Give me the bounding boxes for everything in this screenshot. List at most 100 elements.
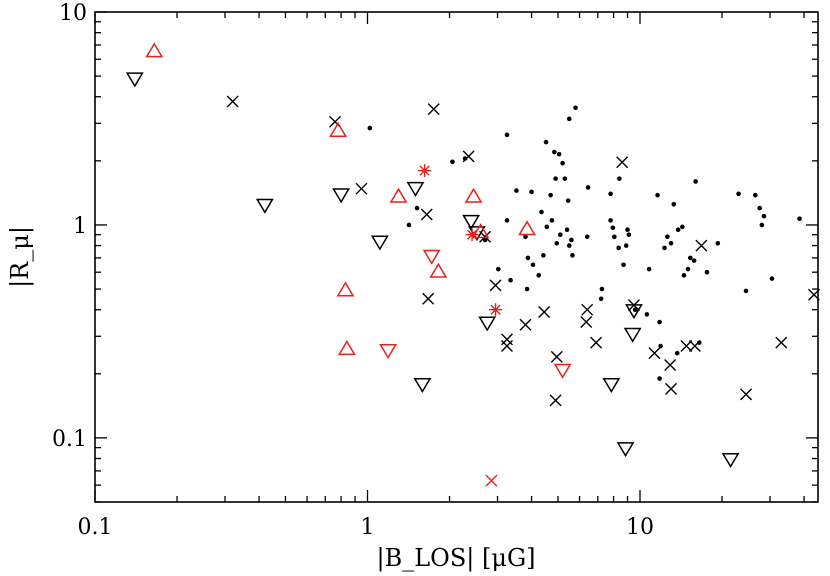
data-point-x [648, 347, 661, 360]
y-tick-label: 1 [73, 214, 87, 239]
data-point-dot [668, 241, 674, 246]
data-point-dot [759, 222, 765, 228]
data-point-dot [680, 224, 685, 230]
data-point-dot [626, 232, 632, 237]
data-point-x [422, 292, 435, 305]
data-point-asterisk [418, 164, 432, 178]
data-point-triangle-up [518, 220, 536, 236]
data-point-x [616, 156, 629, 169]
data-point-dot [585, 185, 591, 190]
data-point-dot [691, 258, 697, 263]
data-point-x [665, 382, 678, 395]
data-point-triangle-up [145, 42, 164, 58]
data-point-dot [523, 234, 528, 240]
data-point-dot [564, 227, 570, 232]
data-point-triangle-down [553, 363, 572, 379]
data-point-dot [693, 179, 698, 184]
plot-frame [94, 11, 819, 503]
data-point-dot [621, 262, 626, 268]
data-point-triangle-up [429, 262, 448, 278]
data-point-dot [543, 139, 549, 145]
data-point-triangle-up [389, 187, 408, 203]
data-point-x [581, 303, 594, 316]
data-point-x [226, 95, 239, 108]
data-point-x [500, 340, 513, 353]
data-point-dot [646, 266, 652, 272]
data-point-dot [681, 273, 687, 278]
data-point-x [519, 318, 532, 331]
axis-ticks [94, 11, 818, 503]
data-point-dot [539, 209, 544, 215]
data-point-x [550, 350, 563, 363]
data-point-dot [553, 176, 558, 181]
data-point-dot [685, 266, 691, 272]
data-point-dot [525, 255, 531, 261]
data-point-dot [566, 243, 572, 248]
data-point-triangle-down [413, 377, 432, 394]
data-point-triangle-up [329, 121, 348, 137]
data-point-dot [562, 176, 568, 181]
data-point-triangle-down [625, 304, 643, 320]
data-point-dot [406, 222, 412, 228]
data-point-dot [541, 253, 546, 258]
data-point-triangle-down [255, 198, 274, 214]
data-point-dot [662, 245, 667, 251]
data-point-dot [552, 149, 557, 155]
data-point-dot [665, 234, 670, 240]
data-point-dot [554, 241, 560, 246]
data-point-dot [560, 160, 565, 166]
data-point-dot [504, 132, 510, 138]
x-tick-label: 1 [360, 515, 374, 540]
data-point-triangle-down [616, 442, 635, 458]
x-tick-label: 10 [626, 515, 654, 540]
data-point-dot [530, 262, 536, 268]
x-axis-label: |B_LOS| [μG] [377, 544, 536, 573]
data-point-dot [644, 312, 650, 317]
data-point-dot [623, 243, 629, 248]
data-point-triangle-down [721, 452, 740, 469]
data-point-triangle-down [478, 316, 497, 332]
data-point-dot [657, 376, 662, 381]
tick-labels: 0.1 1 10 0.1 1 10 [52, 1, 654, 540]
data-point-x [695, 239, 708, 252]
data-point-dot [612, 234, 617, 240]
data-point-dot [608, 218, 613, 223]
data-point-dot [570, 253, 575, 258]
data-point-triangle-up [337, 340, 356, 356]
data-point-dot [496, 266, 501, 272]
data-point-dot [671, 202, 677, 207]
y-tick-label: 0.1 [52, 427, 87, 452]
data-point-triangle-up [464, 187, 483, 203]
data-point-dot [544, 224, 550, 230]
data-point-dot [556, 151, 562, 157]
data-point-dot [715, 241, 721, 246]
data-point-triangle-down [422, 249, 441, 265]
data-point-triangle-down [623, 327, 642, 343]
data-point-x [664, 358, 677, 371]
data-point-dot [529, 189, 534, 195]
data-point-dot [616, 245, 621, 251]
data-point-dot [508, 277, 513, 283]
data-point-asterisk [489, 303, 503, 317]
data-point-dot [549, 218, 555, 223]
data-point-dot [657, 319, 662, 325]
data-point-triangle-down [125, 72, 144, 88]
data-point-dot [536, 273, 542, 278]
data-point-dot [688, 255, 693, 261]
y-tick-label: 10 [59, 1, 87, 26]
data-point-triangle-down [602, 377, 621, 394]
data-point-dot [704, 269, 710, 275]
data-point-x [355, 182, 368, 195]
data-point-dot [584, 234, 590, 240]
data-point-x [500, 333, 513, 346]
data-point-dot [514, 188, 519, 193]
data-point-x [680, 340, 693, 353]
data-point-x [427, 103, 440, 116]
data-point-dot [608, 191, 613, 197]
data-point-x [580, 316, 593, 329]
data-point-dot [610, 225, 616, 231]
data-point-dot [625, 227, 630, 232]
data-point-x [590, 336, 603, 349]
data-point-dot [675, 227, 681, 232]
